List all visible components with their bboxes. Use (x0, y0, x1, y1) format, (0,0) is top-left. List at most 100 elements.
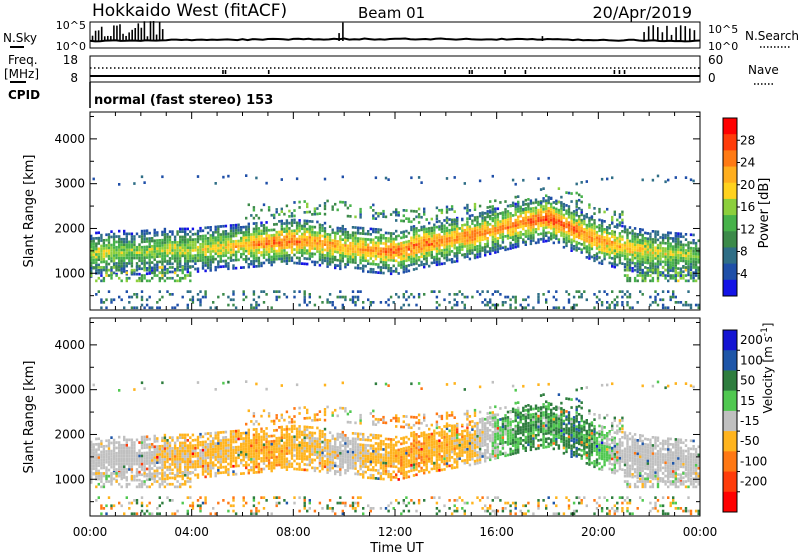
velocity-cell (232, 464, 235, 468)
power-cell (374, 230, 378, 234)
power-cell (158, 239, 161, 242)
power-cell (181, 241, 184, 244)
power-cell (372, 301, 375, 304)
power-cell (387, 303, 390, 307)
power-cell (542, 207, 545, 211)
power-cell (107, 290, 111, 293)
power-cell (524, 240, 527, 244)
power-cell (252, 249, 256, 252)
power-cell (664, 306, 667, 310)
power-cell (621, 295, 624, 299)
power-cell (290, 243, 294, 246)
power-cell (163, 257, 167, 261)
velocity-cell (100, 456, 103, 459)
velocity-cell (229, 451, 233, 455)
power-cell (529, 226, 533, 229)
power-cell (339, 256, 342, 260)
power-cell (156, 301, 159, 304)
power-cell (499, 244, 502, 248)
power-cell (654, 271, 657, 275)
power-cell (450, 205, 454, 208)
power-cell (489, 230, 492, 234)
velocity-cell (204, 454, 207, 457)
power-cell (598, 234, 601, 238)
velocity-cell (234, 445, 238, 449)
power-cell (649, 295, 652, 299)
power-colorbar-swatch (723, 118, 737, 135)
power-cell (443, 245, 446, 249)
power-cell (473, 216, 477, 219)
power-cell (423, 293, 426, 296)
power-cell (651, 240, 655, 244)
power-cell (496, 290, 500, 293)
power-cell (496, 250, 500, 254)
power-cell (173, 238, 177, 241)
power-cell (641, 276, 644, 280)
power-cell (473, 240, 477, 243)
power-cell (184, 262, 187, 266)
power-cell (641, 263, 644, 267)
noise-panel (89, 21, 701, 49)
power-cell (417, 176, 421, 179)
velocity-cell (97, 453, 100, 457)
power-cell (600, 243, 604, 247)
power-cell (453, 293, 456, 296)
power-cell (247, 265, 250, 269)
power-cell (395, 270, 398, 273)
power-cell (97, 290, 100, 293)
velocity-cell (125, 477, 128, 481)
power-cell (349, 244, 352, 248)
velocity-cell (214, 471, 217, 475)
power-cell (382, 250, 385, 253)
power-cell (293, 232, 296, 235)
velocity-cell (224, 460, 228, 463)
power-cell (489, 209, 492, 213)
velocity-cell (148, 437, 151, 441)
power-cell (494, 240, 497, 243)
power-cell (570, 306, 573, 310)
power-cell (92, 266, 95, 269)
velocity-cell (110, 457, 113, 461)
power-cell (158, 255, 161, 258)
power-cell (618, 224, 622, 227)
power-cell (191, 265, 195, 268)
velocity-cell (171, 476, 174, 480)
power-cell (273, 258, 276, 261)
power-cell (423, 241, 426, 245)
velocity-cell (115, 474, 118, 478)
power-cell (616, 303, 619, 307)
power-cell (557, 214, 561, 217)
velocity-cell (125, 470, 128, 474)
power-cell (331, 258, 334, 261)
power-cell (448, 245, 451, 248)
velocity-cell (105, 466, 108, 469)
power-cell (494, 245, 497, 249)
velocity-cell (135, 454, 139, 458)
power-cell (328, 293, 332, 296)
power-cell (542, 234, 545, 238)
velocity-cell (151, 512, 154, 516)
power-cell (313, 263, 317, 267)
power-cell (245, 239, 248, 242)
power-cell (616, 218, 619, 222)
power-cell (654, 268, 657, 272)
velocity-cell (92, 456, 95, 460)
power-cell (471, 230, 474, 233)
power-cell (349, 298, 352, 302)
velocity-cell (161, 444, 164, 448)
power-cell (562, 240, 566, 244)
power-cell (151, 269, 154, 272)
power-cell (570, 249, 573, 252)
power-cell (430, 250, 433, 254)
power-cell (245, 244, 248, 248)
power-cell (677, 243, 680, 246)
power-cell (537, 216, 540, 220)
power-cell (341, 254, 344, 258)
velocity-cell (153, 456, 156, 459)
power-cell (656, 276, 660, 280)
velocity-cell (97, 477, 100, 481)
power-cell (425, 230, 428, 233)
power-cell (562, 306, 566, 310)
velocity-cell (171, 499, 174, 502)
power-cell (651, 243, 655, 247)
